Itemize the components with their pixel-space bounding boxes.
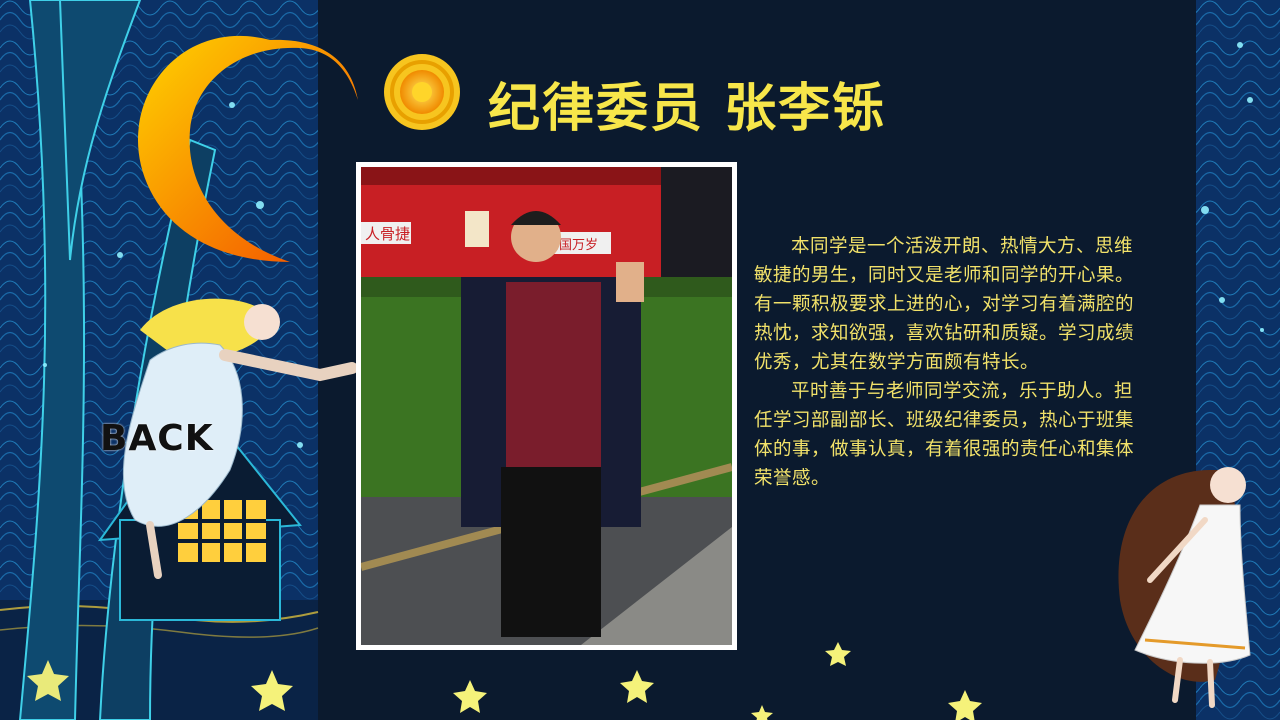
student-photo: 人骨捷 共和国万岁 — [361, 167, 732, 645]
bio-paragraph: 平时善于与老师同学交流，乐于助人。担任学习部副部长、班级纪律委员，热心于班集体的… — [754, 381, 1135, 489]
student-photo-frame: 人骨捷 共和国万岁 — [356, 162, 737, 650]
star-icon — [27, 642, 982, 720]
sun-icon — [384, 54, 460, 130]
long-hair-girl-illustration — [1118, 467, 1251, 708]
page-title: 纪律委员 张李铄 — [488, 79, 887, 139]
fairy-girl-illustration — [122, 298, 358, 579]
back-button[interactable]: BACK — [100, 418, 214, 459]
student-bio: 本同学是一个活泼开朗、热情大方、思维敏捷的男生，同时又是老师和同学的开心果。有一… — [754, 232, 1138, 493]
bio-paragraph: 本同学是一个活泼开朗、热情大方、思维敏捷的男生，同时又是老师和同学的开心果。有一… — [754, 236, 1135, 373]
photo-sign-left: 人骨捷 — [365, 225, 410, 243]
moon-icon — [137, 35, 358, 262]
